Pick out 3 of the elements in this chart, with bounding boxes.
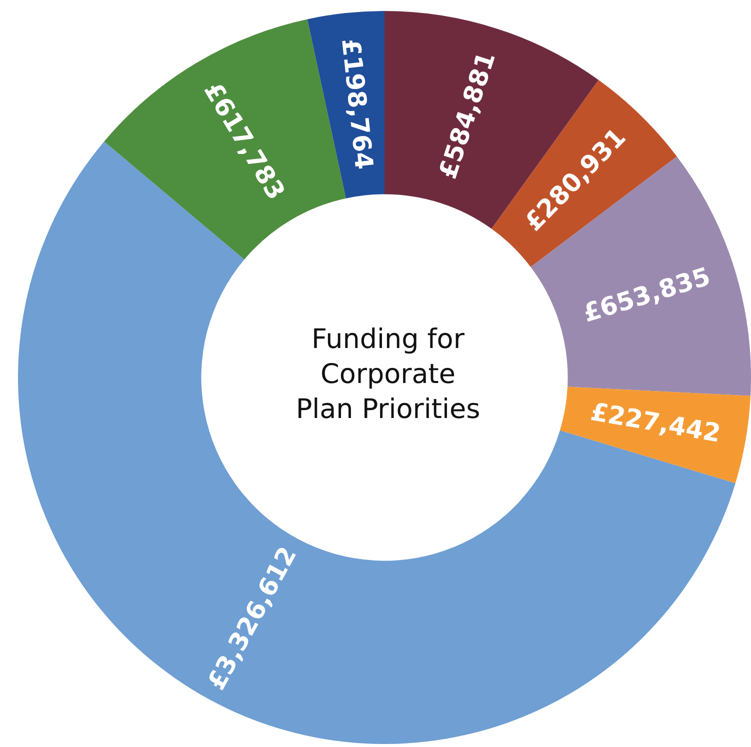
- data-label: £198,764: [336, 37, 379, 171]
- text: Funding for Corporate Plan Priorities: [294, 323, 482, 428]
- data-label: £227,442: [588, 396, 723, 448]
